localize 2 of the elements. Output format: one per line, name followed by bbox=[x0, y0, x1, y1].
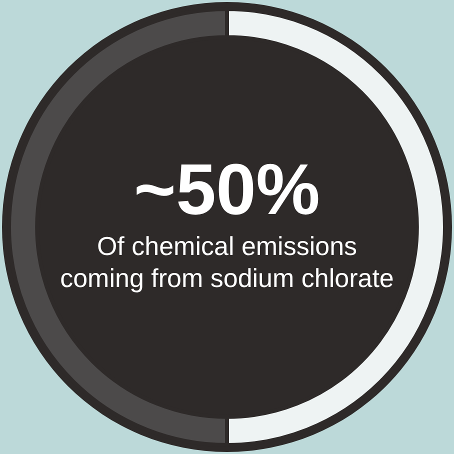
text: Of chemical emissions coming from sodium chlorate bbox=[60, 230, 394, 294]
text: ~50% bbox=[132, 150, 322, 230]
